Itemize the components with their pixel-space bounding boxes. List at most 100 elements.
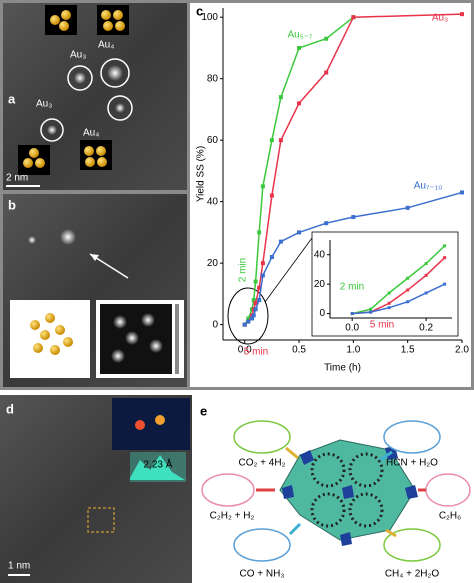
- atom: [50, 345, 60, 355]
- blob: [113, 315, 127, 329]
- marker: [297, 45, 302, 50]
- panel-b: b: [3, 194, 187, 387]
- arrow: [385, 528, 397, 538]
- panel-d: 2.23 Å 1 nm d: [0, 395, 192, 583]
- marker: [443, 244, 447, 248]
- marker: [260, 273, 265, 278]
- y-tick-label: 20: [314, 279, 326, 290]
- marker: [246, 316, 251, 321]
- annotation: 5 min: [244, 347, 268, 358]
- y-tick-label: 0: [212, 319, 218, 330]
- annotation: 2 min: [340, 282, 364, 293]
- molecule-bubble: [383, 420, 441, 454]
- atom: [61, 10, 71, 20]
- arrow: [285, 446, 299, 460]
- annotation: 5 min: [370, 320, 394, 331]
- node: [300, 450, 314, 465]
- arrow: [288, 522, 302, 536]
- reaction-label: C₂H₆: [439, 511, 461, 522]
- marker: [297, 101, 302, 106]
- blob: [141, 313, 155, 327]
- node: [405, 485, 418, 499]
- y-tick-label: 100: [201, 12, 218, 23]
- model-inset: [45, 5, 77, 35]
- panel-label: e: [200, 403, 207, 418]
- blob: [60, 229, 76, 245]
- circle: [100, 58, 130, 88]
- atom: [101, 10, 111, 20]
- blob: [149, 339, 163, 353]
- profile-bg: [130, 452, 186, 482]
- annotation: 2 min: [238, 258, 249, 282]
- y-tick-label: 40: [314, 249, 326, 260]
- molecule-bubble: [233, 420, 291, 454]
- zoom-ellipse: [227, 287, 269, 345]
- x-tick-label: 0.2: [419, 323, 433, 334]
- marker: [278, 239, 283, 244]
- node: [342, 485, 354, 499]
- marker: [424, 273, 428, 277]
- colorbar: [175, 304, 179, 374]
- atom: [45, 313, 55, 323]
- blob: [115, 103, 125, 113]
- panel-label: d: [6, 401, 14, 416]
- blob: [111, 349, 125, 363]
- series-line: [352, 245, 446, 315]
- molecule-bubble: [383, 528, 441, 562]
- cluster-label: Au₄: [98, 40, 114, 51]
- marker: [297, 230, 302, 235]
- x-tick-label: 1.5: [401, 345, 415, 356]
- atom: [113, 10, 123, 20]
- marker: [253, 279, 258, 284]
- y-tick-label: 0: [319, 308, 325, 319]
- atom: [55, 325, 65, 335]
- atom: [23, 158, 33, 168]
- marker: [269, 255, 274, 259]
- y-tick-label: 40: [207, 196, 219, 207]
- marker: [387, 306, 391, 310]
- panel-label: c: [196, 3, 203, 18]
- series-label: Au₅₋₇: [288, 30, 314, 41]
- atom: [85, 157, 95, 167]
- marker: [253, 307, 258, 312]
- marker: [260, 184, 265, 189]
- marker: [350, 312, 354, 316]
- atom: [35, 158, 45, 168]
- circle: [67, 65, 93, 91]
- atom: [115, 21, 125, 31]
- node: [282, 485, 294, 499]
- marker: [424, 262, 428, 266]
- y-tick-label: 80: [207, 73, 219, 84]
- roi: [87, 507, 115, 533]
- pore: [348, 492, 384, 528]
- blob: [107, 65, 123, 81]
- marker: [251, 313, 256, 318]
- reaction-label: HCN + H₂O: [386, 458, 438, 469]
- marker: [278, 138, 283, 143]
- marker: [269, 193, 274, 198]
- marker: [260, 261, 265, 266]
- arrow: [379, 450, 393, 462]
- atom: [50, 15, 60, 25]
- marker: [405, 205, 410, 210]
- model-inset: [80, 140, 112, 170]
- marker: [351, 15, 356, 20]
- atom-spot: [155, 415, 165, 425]
- zoom-inset: [112, 398, 190, 450]
- marker: [369, 307, 373, 311]
- marker: [460, 12, 464, 17]
- scale-bar-label: 1 nm: [8, 561, 30, 572]
- reaction-label: CH₄ + 2H₂O: [385, 569, 440, 580]
- marker: [406, 300, 410, 304]
- marker: [250, 316, 255, 321]
- x-axis-title: Time (h): [324, 363, 361, 374]
- x-tick-label: 0.0: [238, 345, 252, 356]
- atom: [84, 146, 94, 156]
- y-tick-label: 60: [207, 135, 219, 146]
- atom: [30, 320, 40, 330]
- marker: [406, 276, 410, 280]
- marker: [406, 288, 410, 292]
- marker: [257, 230, 262, 235]
- circle: [40, 118, 64, 142]
- marker: [251, 298, 256, 303]
